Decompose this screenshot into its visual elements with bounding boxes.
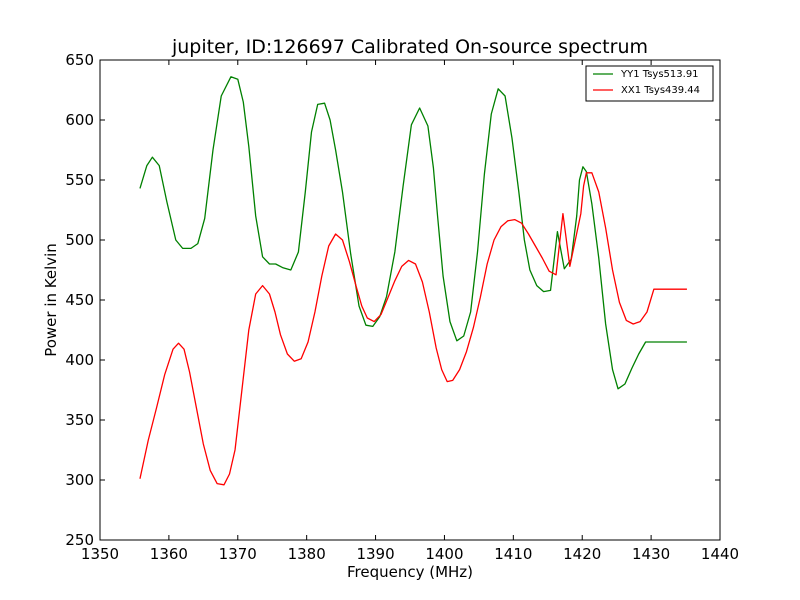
legend-label-xx1: XX1 Tsys439.44 — [621, 85, 700, 96]
y-tick-label: 300 — [65, 471, 94, 489]
x-tick-label: 1400 — [425, 545, 463, 563]
axis-ticks: 1350 1360 1370 1380 1390 1400 1410 1420 1430 1440… — [65, 51, 739, 563]
x-tick-label: 1380 — [288, 545, 326, 563]
y-tick-label: 250 — [65, 531, 94, 549]
x-tick-label: 1430 — [632, 545, 670, 563]
x-axis-label: Frequency (MHz) — [347, 563, 473, 581]
y-axis-label: Power in Kelvin — [42, 243, 60, 357]
legend-label-yy1: YY1 Tsys513.91 — [620, 69, 699, 80]
x-tick-label: 1370 — [219, 545, 257, 563]
y-tick-label: 650 — [65, 51, 94, 69]
y-tick-label: 350 — [65, 411, 94, 429]
y-tick-label: 450 — [65, 291, 94, 309]
series-line-xx1 — [139, 172, 687, 486]
x-tick-label: 1410 — [494, 545, 532, 563]
chart-title: jupiter, ID:126697 Calibrated On-source … — [171, 36, 648, 58]
y-tick-label: 550 — [65, 171, 94, 189]
y-tick-label: 400 — [65, 351, 94, 369]
y-tick-label: 600 — [65, 111, 94, 129]
x-tick-label: 1360 — [150, 545, 188, 563]
x-tick-label: 1420 — [563, 545, 601, 563]
plot-frame — [99, 59, 721, 541]
plot-area — [139, 76, 687, 486]
y-tick-label: 500 — [65, 231, 94, 249]
legend: YY1 Tsys513.91 XX1 Tsys439.44 — [585, 65, 714, 102]
x-tick-label: 1440 — [701, 545, 739, 563]
series-line-yy1 — [139, 76, 687, 390]
legend-box — [585, 65, 714, 102]
x-tick-label: 1350 — [81, 545, 119, 563]
x-tick-label: 1390 — [356, 545, 394, 563]
